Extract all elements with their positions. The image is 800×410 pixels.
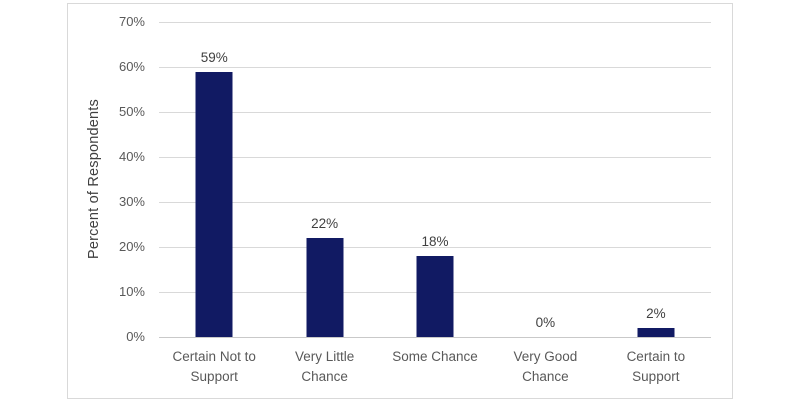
- category-column-very-good-chance: 0%: [490, 22, 600, 337]
- category-column-certain-not-to-support: 59%: [159, 22, 269, 337]
- gridline-40: [159, 156, 711, 158]
- category-column-certain-to-support: 2%: [601, 22, 711, 337]
- bar-certain-not-to-support: [195, 71, 233, 337]
- bar-some-chance: [416, 256, 454, 337]
- gridline-70: [159, 21, 711, 23]
- y-tick-label-10: 10%: [118, 284, 145, 299]
- data-label-some-chance: 18%: [421, 234, 449, 249]
- y-tick-label-60: 60%: [118, 59, 145, 74]
- data-label-very-little-chance: 22%: [311, 216, 339, 231]
- gridline-20: [159, 246, 711, 248]
- data-label-very-good-chance: 0%: [535, 315, 556, 330]
- data-label-certain-not-to-support: 59%: [200, 49, 228, 65]
- data-label-certain-to-support: 2%: [646, 306, 666, 321]
- gridline-50: [159, 111, 711, 113]
- bar-very-little-chance: [306, 238, 344, 337]
- category-column-very-little-chance: 22%: [269, 22, 379, 337]
- category-column-some-chance: 18%: [380, 22, 490, 337]
- y-axis-title: Percent of Respondents: [86, 99, 102, 259]
- y-tick-label-50: 50%: [118, 104, 145, 119]
- gridline-60: [159, 66, 711, 68]
- plot-area: 59% 22% 18% 0% 2%: [159, 21, 711, 338]
- bar-series: 59% 22% 18% 0% 2%: [159, 22, 711, 337]
- y-tick-label-40: 40%: [118, 149, 145, 164]
- gridline-30: [159, 201, 711, 203]
- x-axis-labels: Certain Not to Support Very Little Chanc…: [159, 347, 711, 387]
- x-axis-label-very-little-chance: Very Little Chance: [294, 349, 355, 384]
- bar-certain-to-support: [637, 328, 675, 337]
- x-axis-line: [159, 336, 711, 338]
- y-tick-label-20: 20%: [118, 239, 145, 254]
- x-axis-label-some-chance: Some Chance: [392, 349, 478, 364]
- y-tick-label-30: 30%: [118, 194, 145, 209]
- x-axis-label-certain-not-to-support: Certain Not to Support: [172, 349, 256, 384]
- y-tick-label-70: 70%: [118, 14, 145, 29]
- x-axis-label-very-good-chance: Very Good Chance: [513, 349, 578, 384]
- x-axis-label-certain-to-support: Certain to Support: [626, 349, 686, 384]
- y-tick-label-0: 0%: [126, 329, 145, 344]
- chart-frame: Percent of Respondents 59% 22% 18% 0: [67, 3, 733, 399]
